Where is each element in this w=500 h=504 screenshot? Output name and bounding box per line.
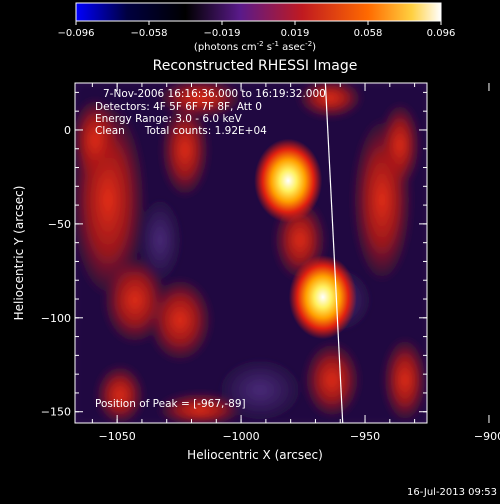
colorbar-ticks: −0.096 −0.058 −0.019 0.019 0.058 0.096	[57, 21, 455, 39]
info-detectors: Detectors: 4F 5F 6F 7F 8F, Att 0	[95, 101, 262, 113]
timestamp: 16-Jul-2013 09:53	[407, 487, 497, 498]
y-axis-ticks: −150 −100 −50 0	[41, 91, 427, 419]
info-time-range: 7-Nov-2006 16:16:36.000 to 16:19:32.000	[103, 88, 326, 100]
x-tick-label: −1000	[222, 430, 259, 443]
colorbar-tick-label: −0.019	[203, 28, 240, 39]
observation-info: 7-Nov-2006 16:16:36.000 to 16:19:32.000 …	[95, 88, 326, 137]
colorbar-tick-label: −0.058	[130, 28, 167, 39]
flare-source	[288, 255, 357, 340]
info-clean-counts: Clean Total counts: 1.92E+04	[95, 125, 267, 137]
colorbar-tick-label: 0.019	[281, 28, 310, 39]
x-tick-label: −1050	[99, 430, 136, 443]
colorbar-tick-label: −0.096	[57, 28, 94, 39]
colorbar-tick-label: 0.096	[427, 28, 456, 39]
info-energy-range: Energy Range: 3.0 - 6.0 keV	[95, 113, 243, 125]
colorbar-units: (photons cm-2 s-1 asec-2)	[194, 40, 316, 53]
x-tick-label: −950	[350, 430, 380, 443]
y-tick-label: −150	[41, 406, 71, 419]
colorbar	[75, 2, 442, 22]
plot-frame	[74, 82, 428, 424]
solar-limb-line	[324, 83, 344, 423]
heatmap-image	[75, 83, 427, 423]
colorbar-tick-label: 0.058	[354, 28, 383, 39]
chart-title: Reconstructed RHESSI Image	[153, 58, 358, 74]
x-tick-label: −900	[474, 430, 500, 443]
y-axis-label: Heliocentric Y (arcsec)	[12, 186, 26, 321]
flare-source	[254, 138, 323, 223]
x-axis-ticks: −1050 −1000 −950 −900	[91, 83, 500, 443]
peak-position-label: Position of Peak = [-967,-89]	[95, 398, 246, 410]
y-tick-label: −100	[41, 312, 71, 325]
y-tick-label: 0	[64, 124, 71, 137]
x-axis-label: Heliocentric X (arcsec)	[187, 448, 323, 462]
y-tick-label: −50	[48, 218, 71, 231]
flare-sources	[254, 138, 357, 340]
